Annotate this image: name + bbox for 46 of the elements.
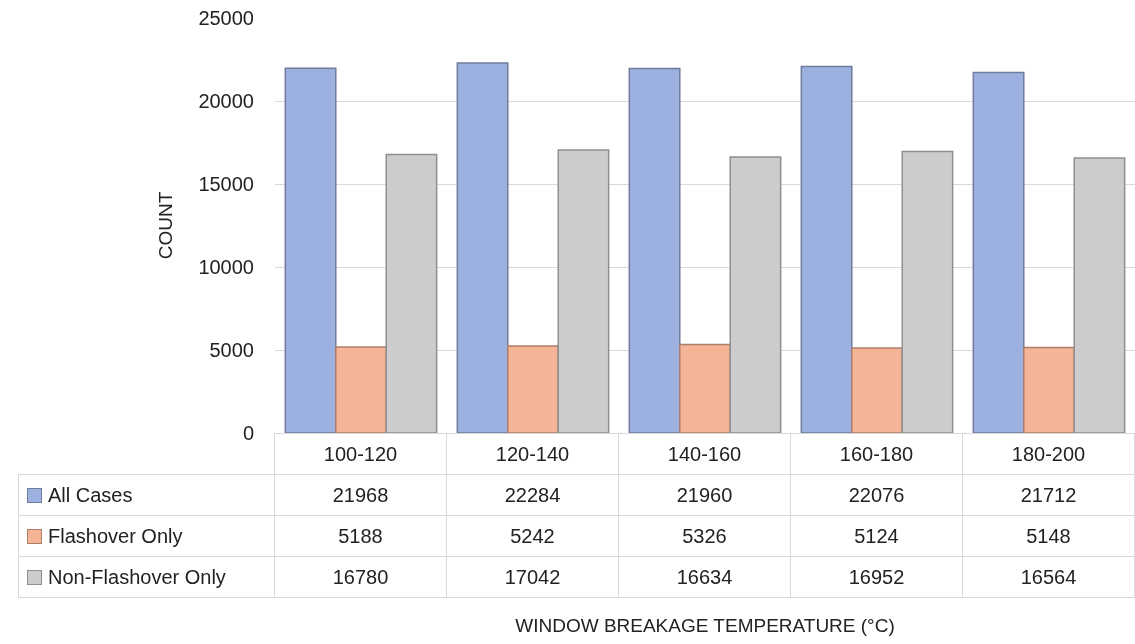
y-tick-label: 5000 (209, 339, 254, 361)
legend-label: All Cases (18, 474, 275, 516)
x-tick-label: 120-140 (446, 433, 619, 475)
bar (335, 346, 387, 433)
data-label: 21712 (962, 474, 1135, 516)
data-label: 5242 (446, 515, 619, 557)
data-label: 16952 (790, 556, 963, 598)
bar (557, 149, 610, 433)
bar (679, 343, 731, 433)
bar (800, 65, 853, 433)
bar (385, 153, 438, 433)
bar (1073, 157, 1126, 433)
bar (628, 67, 681, 433)
x-tick-label: 160-180 (790, 433, 963, 475)
bar (1023, 346, 1075, 433)
data-label: 5188 (274, 515, 447, 557)
data-label: 17042 (446, 556, 619, 598)
y-axis-title: COUNT (155, 191, 177, 260)
data-label: 22076 (790, 474, 963, 516)
bar (456, 62, 509, 433)
x-tick-label: 100-120 (274, 433, 447, 475)
data-label: 16634 (618, 556, 791, 598)
legend-label: Non-Flashover Only (18, 556, 275, 598)
data-label: 5124 (790, 515, 963, 557)
bar (972, 71, 1025, 433)
y-tick-label: 20000 (198, 90, 254, 112)
bar (507, 345, 559, 433)
data-label: 22284 (446, 474, 619, 516)
y-tick-label: 10000 (198, 256, 254, 278)
text: WINDOW BREAKAGE TEMPERATURE (°C) (514, 615, 896, 637)
x-tick-label: 140-160 (618, 433, 791, 475)
y-tick-label: 15000 (198, 173, 254, 195)
bar (284, 67, 337, 433)
data-label: 21960 (618, 474, 791, 516)
bar (851, 347, 903, 433)
bar (901, 150, 954, 433)
x-tick-label: 180-200 (962, 433, 1135, 475)
data-label: 21968 (274, 474, 447, 516)
data-label: 16564 (962, 556, 1135, 598)
data-label: 5148 (962, 515, 1135, 557)
data-label: 16780 (274, 556, 447, 598)
legend-label: Flashover Only (18, 515, 275, 557)
bar (729, 156, 782, 433)
y-tick-label: 25000 (198, 7, 254, 29)
y-tick-label: 0 (242, 422, 254, 444)
data-label: 5326 (618, 515, 791, 557)
